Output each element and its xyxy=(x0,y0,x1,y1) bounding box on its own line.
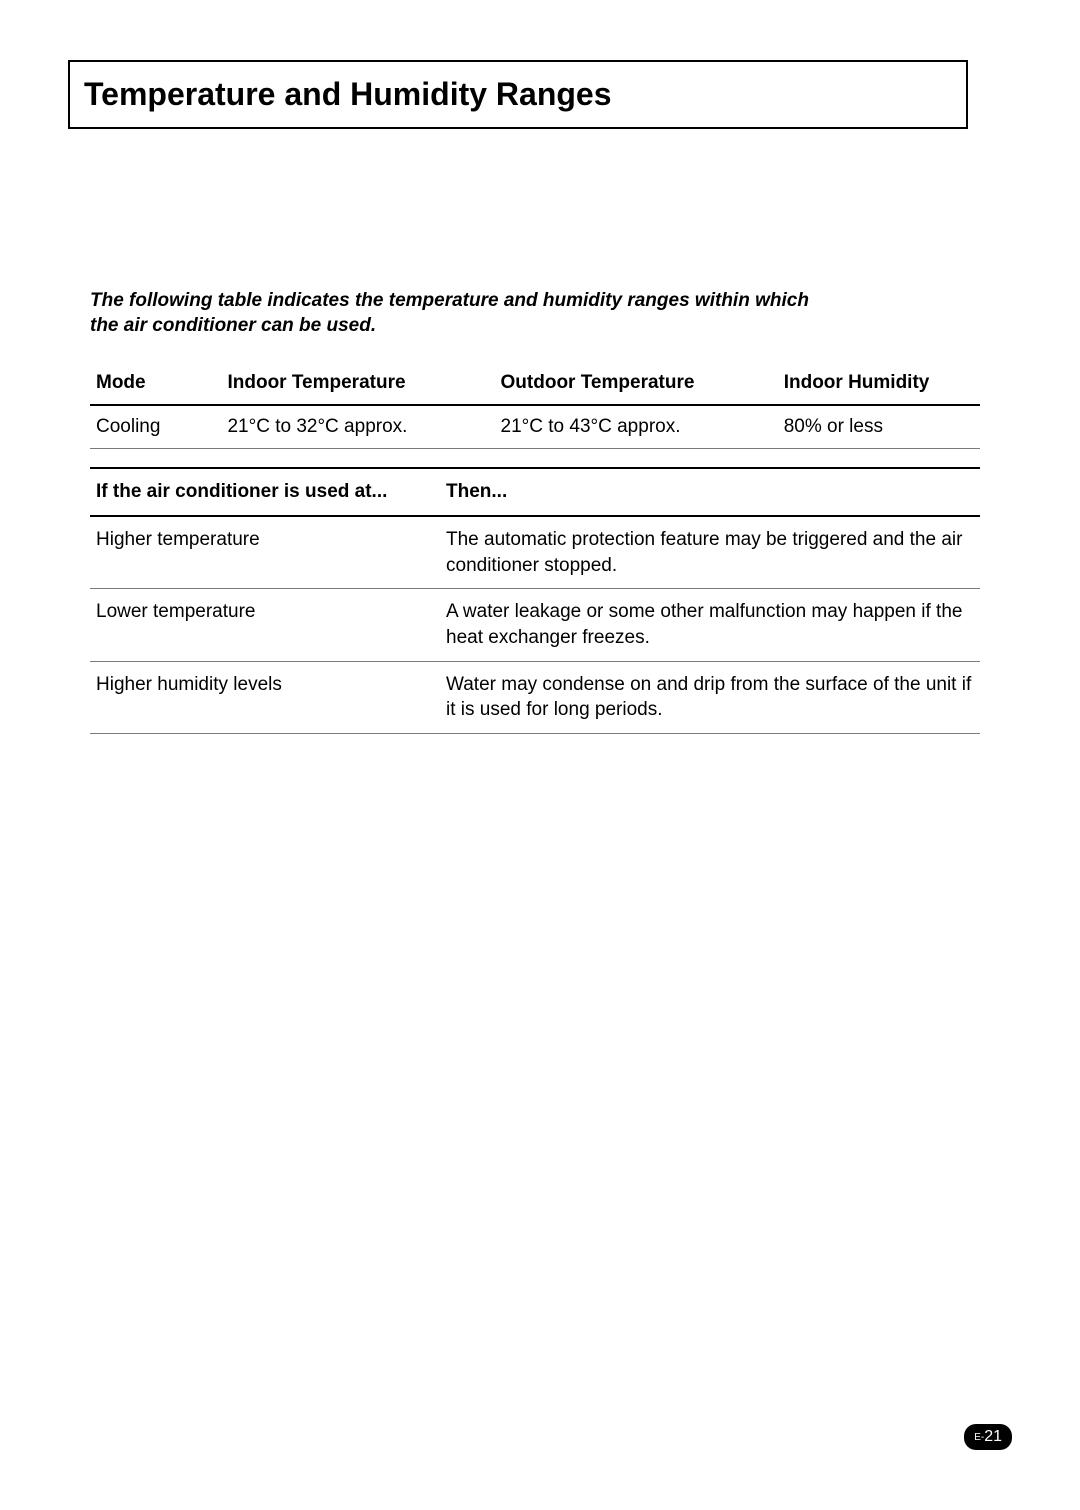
cell-indoor-humidity: 80% or less xyxy=(778,405,980,449)
col-condition: If the air conditioner is used at... xyxy=(90,468,440,516)
cell-then: Water may condense on and drip from the … xyxy=(440,661,980,733)
conditions-table: If the air conditioner is used at... The… xyxy=(90,467,980,733)
table-header-row: If the air conditioner is used at... The… xyxy=(90,468,980,516)
table-header-row: Mode Indoor Temperature Outdoor Temperat… xyxy=(90,362,980,405)
cell-then: The automatic protection feature may be … xyxy=(440,516,980,589)
col-outdoor-temp: Outdoor Temperature xyxy=(495,362,778,405)
page-number-prefix: E- xyxy=(974,1432,984,1443)
cell-mode: Cooling xyxy=(90,405,221,449)
table-row: Higher humidity levels Water may condens… xyxy=(90,661,980,733)
table-spacer xyxy=(90,449,980,467)
col-then: Then... xyxy=(440,468,980,516)
col-indoor-temp: Indoor Temperature xyxy=(221,362,494,405)
page-title: Temperature and Humidity Ranges xyxy=(84,76,948,113)
table-row: Lower temperature A water leakage or som… xyxy=(90,589,980,661)
title-container: Temperature and Humidity Ranges xyxy=(68,60,968,129)
cell-condition: Lower temperature xyxy=(90,589,440,661)
table-row: Cooling 21°C to 32°C approx. 21°C to 43°… xyxy=(90,405,980,449)
col-mode: Mode xyxy=(90,362,221,405)
page-number: 21 xyxy=(984,1428,1002,1445)
cell-condition: Higher humidity levels xyxy=(90,661,440,733)
col-indoor-humidity: Indoor Humidity xyxy=(778,362,980,405)
tables-container: Mode Indoor Temperature Outdoor Temperat… xyxy=(90,362,980,733)
cell-then: A water leakage or some other malfunctio… xyxy=(440,589,980,661)
cell-outdoor-temp: 21°C to 43°C approx. xyxy=(495,405,778,449)
ranges-table: Mode Indoor Temperature Outdoor Temperat… xyxy=(90,362,980,449)
manual-page: Temperature and Humidity Ranges The foll… xyxy=(0,0,1080,1510)
cell-indoor-temp: 21°C to 32°C approx. xyxy=(221,405,494,449)
intro-text: The following table indicates the temper… xyxy=(90,289,820,338)
page-number-badge: E-21 xyxy=(964,1424,1012,1450)
cell-condition: Higher temperature xyxy=(90,516,440,589)
table-row: Higher temperature The automatic protect… xyxy=(90,516,980,589)
